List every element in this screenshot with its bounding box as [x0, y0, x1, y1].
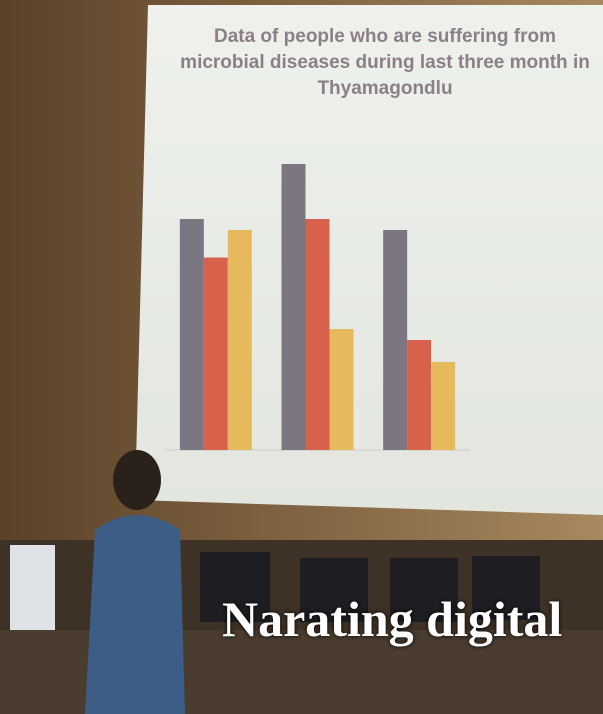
person-head [113, 450, 161, 510]
bar [383, 230, 407, 450]
bar [306, 219, 330, 450]
bar [180, 219, 204, 450]
bar [431, 362, 455, 450]
bar [407, 340, 431, 450]
caption: Narating digital [222, 590, 562, 648]
board [10, 545, 55, 635]
bar [228, 230, 252, 450]
photo: Data of people who are suffering from mi… [0, 0, 603, 714]
bar [282, 164, 306, 450]
bar [204, 258, 228, 451]
bar [330, 329, 354, 450]
person-body [85, 515, 185, 714]
chart-title: Data of people who are suffering from mi… [170, 24, 600, 102]
